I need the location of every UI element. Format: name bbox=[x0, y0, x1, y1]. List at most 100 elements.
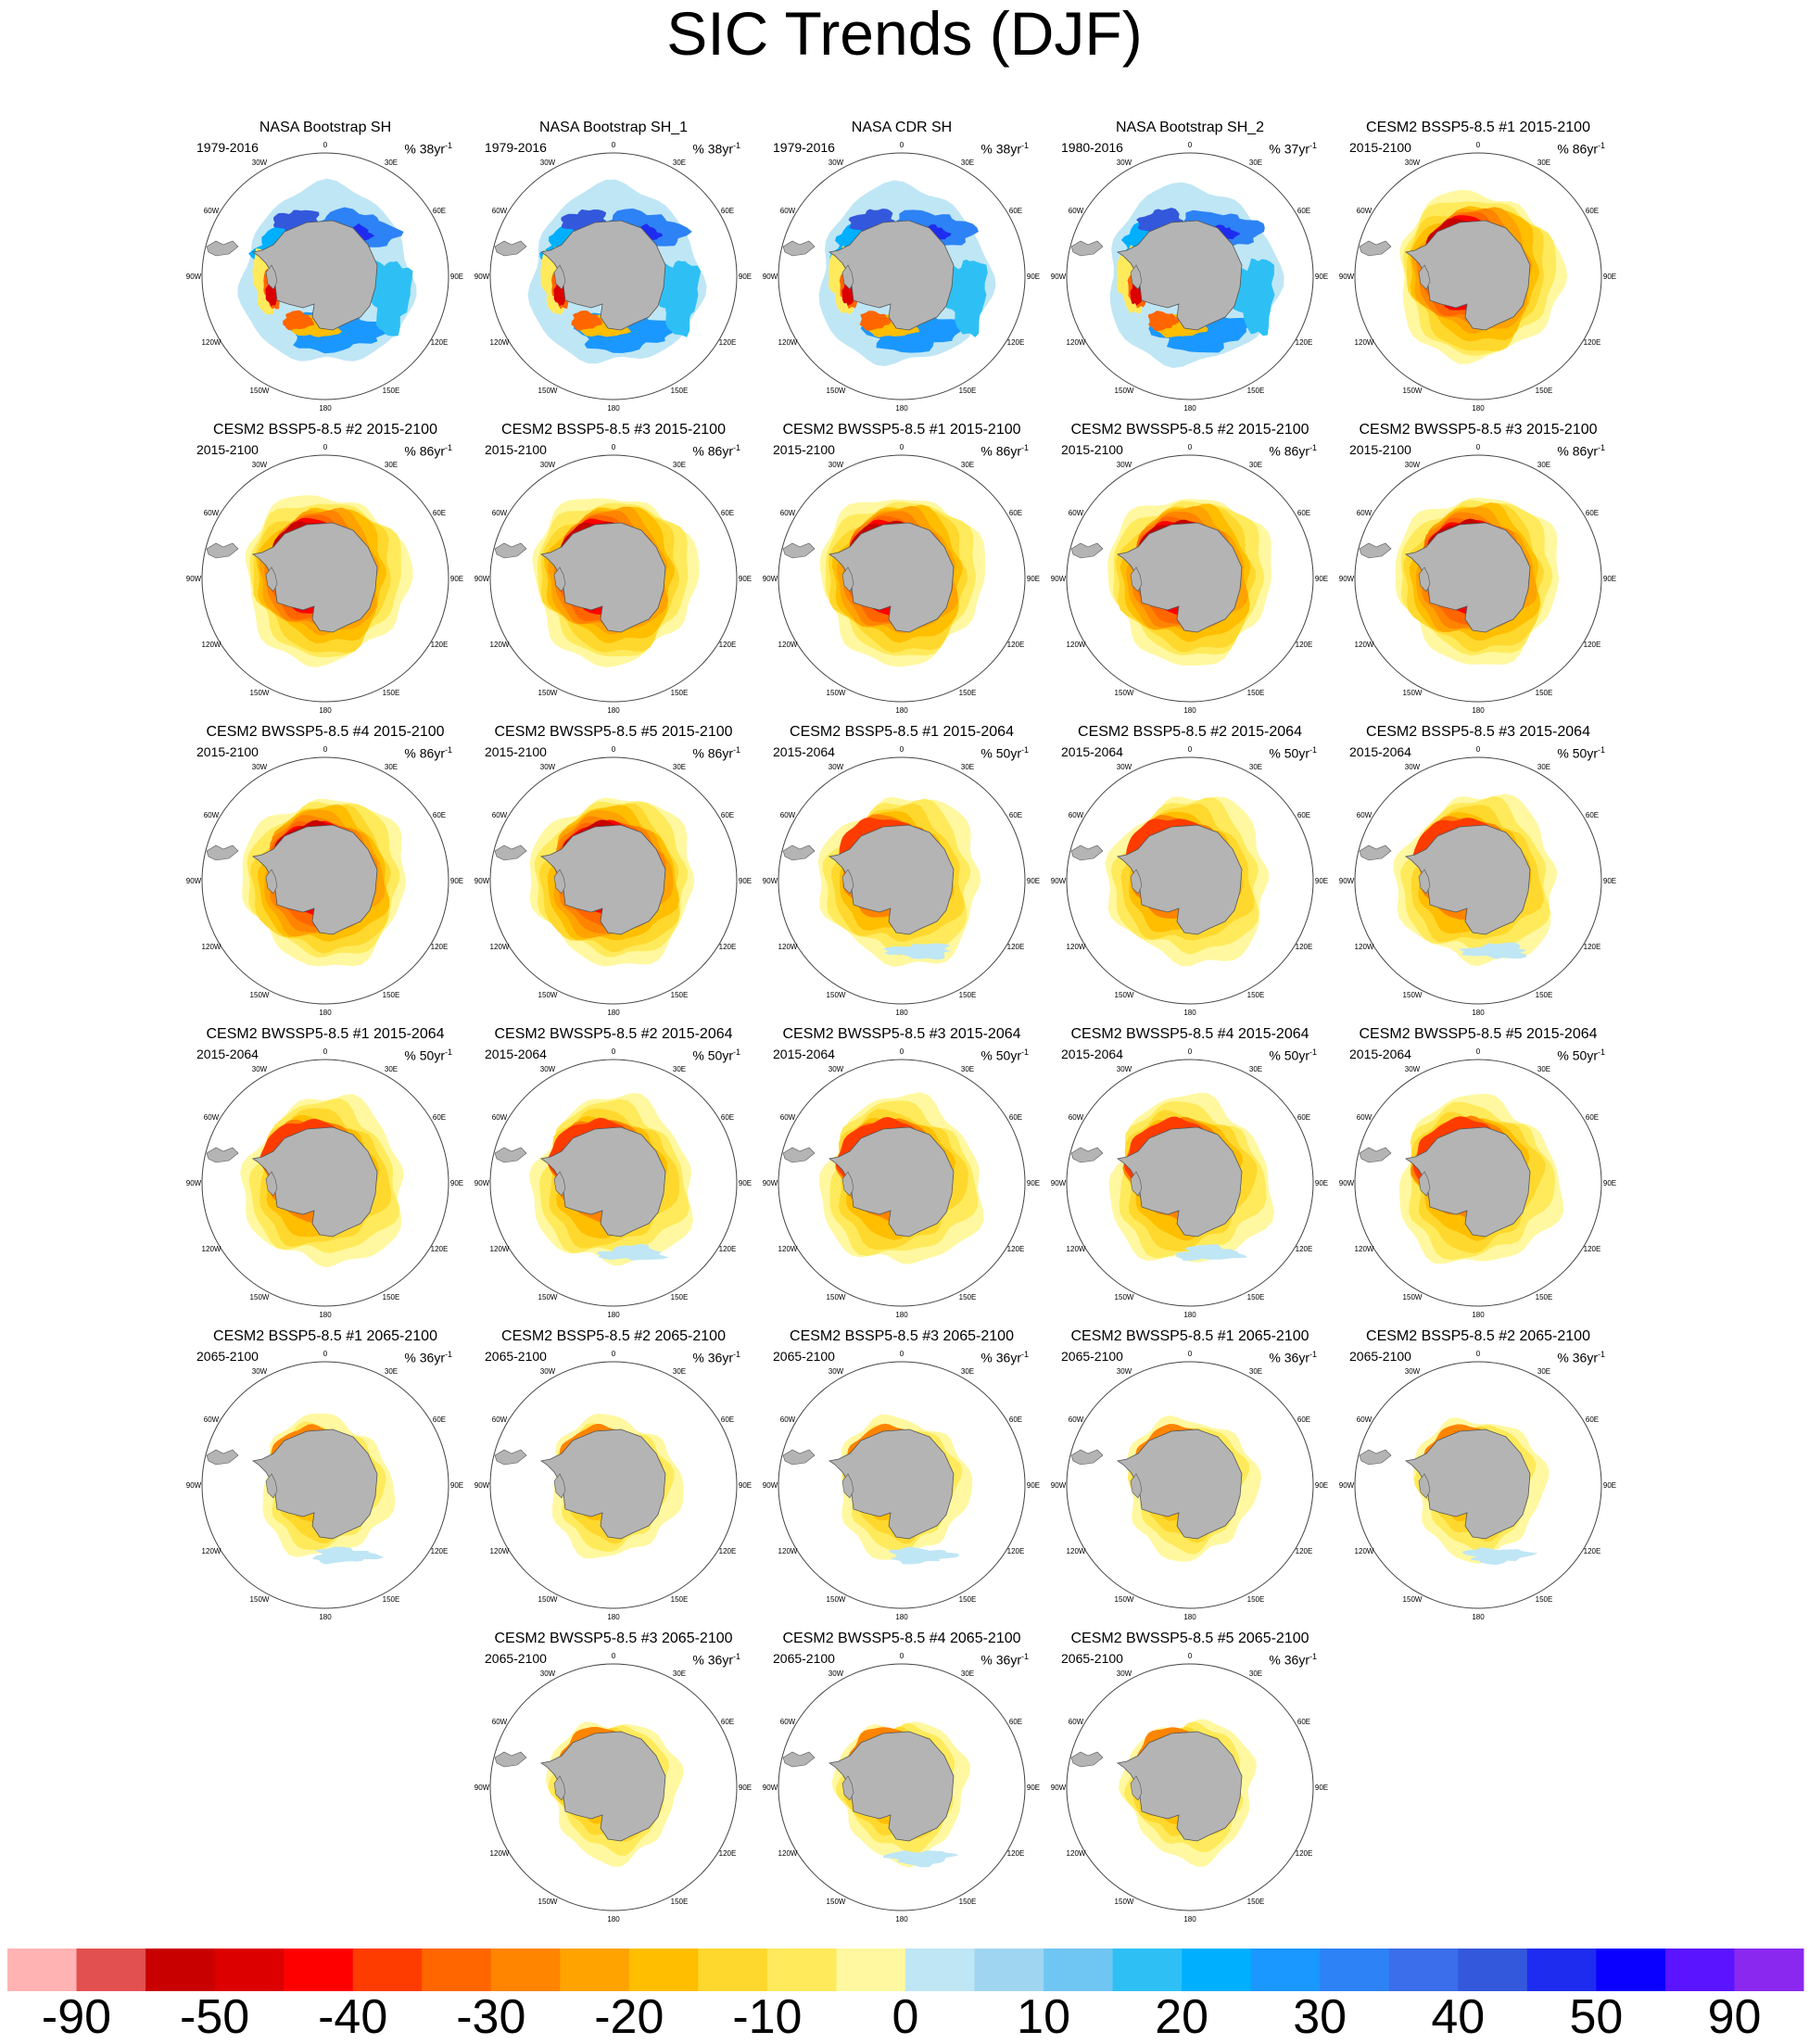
longitude-label: 150E bbox=[959, 1595, 977, 1604]
longitude-label: 180 bbox=[1472, 1613, 1485, 1621]
map-boundary bbox=[201, 1361, 449, 1609]
antarctic-peninsula bbox=[841, 1775, 854, 1801]
longitude-label: 60W bbox=[492, 811, 508, 819]
antarctic-peninsula bbox=[553, 1775, 566, 1801]
panel-period: 1980-2016 bbox=[1061, 140, 1123, 155]
longitude-label: 0 bbox=[1188, 443, 1193, 451]
panel-title: CESM2 BWSSP5-8.5 #5 2015-2100 bbox=[494, 724, 733, 740]
longitude-label: 0 bbox=[1476, 745, 1481, 754]
panel-units: % 50yr-1 bbox=[980, 1047, 1029, 1063]
polar-map: 0 30E 60E 90E 120E 150E 180 150W 120W 90W 60W 30W bbox=[474, 443, 752, 715]
longitude-label: 150E bbox=[671, 689, 689, 697]
longitude-label: 120W bbox=[1355, 338, 1374, 347]
panel-period: 2065-2100 bbox=[485, 1651, 547, 1666]
antarctic-peninsula bbox=[841, 566, 854, 592]
longitude-label: 150W bbox=[1115, 1293, 1134, 1301]
longitude-label: 180 bbox=[319, 1009, 332, 1017]
antarctic-peninsula bbox=[1130, 566, 1143, 592]
longitude-label: 30W bbox=[1405, 1065, 1421, 1073]
panel-units: % 86yr-1 bbox=[1269, 443, 1317, 459]
longitude-label: 30E bbox=[1249, 1669, 1262, 1678]
map-boundary bbox=[201, 1059, 449, 1307]
antarctica-landmass bbox=[828, 522, 955, 633]
longitude-label: 90W bbox=[1339, 575, 1355, 583]
south-america-tip bbox=[782, 542, 816, 559]
south-america-tip bbox=[494, 240, 527, 257]
south-america-tip bbox=[206, 240, 239, 257]
longitude-label: 90W bbox=[186, 1179, 202, 1187]
longitude-label: 60E bbox=[1586, 1416, 1599, 1424]
colorbar-tick-label: 50 bbox=[1569, 1990, 1624, 2044]
longitude-label: 30W bbox=[829, 461, 844, 469]
longitude-label: 120W bbox=[490, 1849, 510, 1858]
longitude-label: 30W bbox=[1117, 1065, 1132, 1073]
map-panel: 0 30E 60E 90E 120E 150E 180 150W 120W 90W 60W 30W CE… bbox=[760, 421, 1044, 719]
antarctic-peninsula bbox=[1130, 1171, 1143, 1197]
panel-period: 2065-2100 bbox=[773, 1651, 835, 1666]
longitude-label: 30W bbox=[829, 763, 844, 771]
longitude-label: 30E bbox=[1249, 159, 1262, 167]
longitude-label: 120E bbox=[431, 641, 449, 649]
longitude-label: 150E bbox=[1536, 689, 1553, 697]
panel-title: NASA CDR SH bbox=[851, 120, 953, 135]
colorbar-swatch bbox=[1250, 1949, 1321, 1991]
longitude-label: 180 bbox=[607, 404, 620, 413]
longitude-label: 180 bbox=[1183, 1009, 1196, 1017]
longitude-label: 120W bbox=[490, 943, 510, 951]
map-boundary bbox=[1354, 756, 1602, 1005]
south-america-tip bbox=[1070, 1751, 1104, 1768]
longitude-label: 30W bbox=[252, 1065, 268, 1073]
longitude-label: 30E bbox=[673, 461, 686, 469]
map-panel: 0 30E 60E 90E 120E 150E 180 150W 120W 90W 60W 30W CE… bbox=[1336, 723, 1620, 1022]
panel-units: % 86yr-1 bbox=[692, 443, 740, 459]
antarctica-landmass bbox=[828, 1731, 955, 1842]
longitude-label: 90W bbox=[474, 877, 490, 885]
longitude-label: 90E bbox=[450, 1481, 463, 1490]
map-panel: 0 30E 60E 90E 120E 150E 180 150W 120W 90W 60W 30W CE… bbox=[183, 723, 467, 1022]
panel-title: CESM2 BWSSP5-8.5 #3 2015-2100 bbox=[1359, 422, 1598, 438]
longitude-label: 120W bbox=[1355, 943, 1374, 951]
longitude-label: 60E bbox=[1009, 1113, 1022, 1122]
polar-map: 0 30E 60E 90E 120E 150E 180 150W 120W 90W 60W 30W bbox=[763, 745, 1040, 1017]
longitude-label: 60W bbox=[1357, 1113, 1373, 1122]
longitude-label: 180 bbox=[319, 1311, 332, 1319]
increase-anomaly bbox=[1233, 258, 1275, 336]
map-boundary bbox=[489, 454, 738, 703]
panel-period: 2015-2100 bbox=[773, 442, 835, 457]
longitude-label: 180 bbox=[607, 1915, 620, 1923]
colorbar-tick-label: -40 bbox=[318, 1990, 388, 2044]
longitude-label: 60W bbox=[780, 1718, 796, 1726]
panel-period: 2015-2100 bbox=[485, 442, 547, 457]
panel-title: CESM2 BWSSP5-8.5 #5 2015-2064 bbox=[1359, 1026, 1598, 1042]
longitude-label: 0 bbox=[612, 1350, 616, 1358]
panel-period: 2015-2064 bbox=[1349, 1047, 1411, 1061]
longitude-label: 90W bbox=[186, 1481, 202, 1490]
longitude-label: 30W bbox=[1117, 763, 1132, 771]
longitude-label: 0 bbox=[612, 745, 616, 754]
antarctica-landmass bbox=[1404, 522, 1531, 633]
longitude-label: 180 bbox=[1472, 706, 1485, 715]
map-boundary bbox=[778, 454, 1026, 703]
colorbar-swatch bbox=[1458, 1949, 1528, 1991]
panel-period: 2015-2100 bbox=[1349, 140, 1411, 155]
longitude-label: 150E bbox=[959, 1293, 977, 1301]
longitude-label: 150W bbox=[1403, 387, 1423, 395]
south-america-tip bbox=[1070, 1147, 1104, 1163]
longitude-label: 60W bbox=[1069, 1416, 1084, 1424]
longitude-label: 120E bbox=[431, 943, 449, 951]
map-boundary bbox=[1354, 1361, 1602, 1609]
longitude-label: 0 bbox=[612, 1652, 616, 1660]
colorbar-swatch bbox=[766, 1949, 837, 1991]
map-panel: 0 30E 60E 90E 120E 150E 180 150W 120W 90W 60W 30W NA… bbox=[472, 119, 755, 417]
longitude-label: 150W bbox=[827, 991, 846, 999]
polar-map: 0 30E 60E 90E 120E 150E 180 150W 120W 90W 60W 30W bbox=[1339, 745, 1616, 1017]
longitude-label: 60W bbox=[492, 509, 508, 517]
polar-map: 0 30E 60E 90E 120E 150E 180 150W 120W 90W 60W 30W bbox=[763, 1652, 1040, 1923]
longitude-label: 120E bbox=[1007, 1245, 1025, 1253]
panel-units: % 50yr-1 bbox=[1269, 745, 1317, 761]
longitude-label: 150E bbox=[959, 387, 977, 395]
colorbar-tick-label: -20 bbox=[594, 1990, 664, 2044]
longitude-label: 30W bbox=[1405, 461, 1421, 469]
longitude-label: 120E bbox=[431, 1245, 449, 1253]
polar-map: 0 30E 60E 90E 120E 150E 180 150W 120W 90W 60W 30W bbox=[186, 745, 463, 1017]
